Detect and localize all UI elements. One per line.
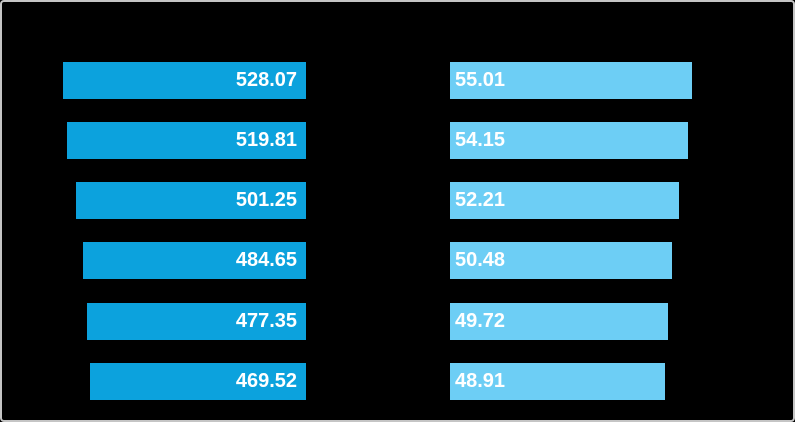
right-panel-bar: 49.72 (450, 303, 668, 340)
left-panel-bar: 477.35 (87, 303, 306, 340)
bar-value-label: 49.72 (455, 310, 506, 332)
left-panel-bar: 519.81 (67, 122, 306, 159)
bar-value-label: 48.91 (455, 370, 506, 392)
bar-value-label: 528.07 (235, 69, 297, 91)
bar-value-label: 55.01 (455, 69, 506, 91)
right-panel-bar: 48.91 (450, 363, 665, 400)
bar-value-label: 469.52 (235, 370, 297, 392)
left-panel-bar: 528.07 (63, 62, 306, 99)
left-panel-bar: 484.65 (83, 242, 306, 279)
bar-value-label: 52.21 (455, 189, 506, 211)
left-panel-bar: 469.52 (90, 363, 306, 400)
bar-value-label: 54.15 (455, 129, 506, 151)
left-panel-bar: 501.25 (76, 182, 306, 219)
right-panel-bar: 55.01 (450, 62, 692, 99)
bar-value-label: 477.35 (235, 310, 297, 332)
bar-value-label: 484.65 (235, 249, 297, 271)
right-panel-bar: 50.48 (450, 242, 672, 279)
right-panel-bar: 52.21 (450, 182, 679, 219)
bar-value-label: 501.25 (235, 189, 297, 211)
right-panel-bar: 54.15 (450, 122, 688, 159)
bar-value-label: 50.48 (455, 249, 506, 271)
bar-value-label: 519.81 (235, 129, 297, 151)
